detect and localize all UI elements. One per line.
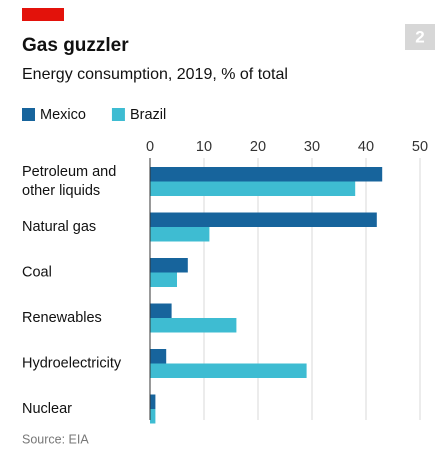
source: Source: EIA bbox=[22, 432, 89, 446]
badge-box bbox=[405, 24, 435, 50]
bar bbox=[150, 363, 307, 378]
bar bbox=[150, 212, 377, 227]
legend-label: Mexico bbox=[40, 107, 86, 123]
bar bbox=[150, 409, 156, 424]
bar bbox=[150, 272, 177, 287]
y-tick-label: Coal bbox=[22, 264, 52, 280]
legend-swatch bbox=[22, 108, 35, 121]
chart-title: Gas guzzler bbox=[22, 35, 129, 56]
legend-label: Brazil bbox=[130, 107, 166, 123]
y-tick-label: Natural gas bbox=[22, 219, 96, 235]
y-tick-label: Hydroelectricity bbox=[22, 355, 122, 371]
accent-bar bbox=[22, 8, 64, 21]
bar bbox=[150, 394, 156, 409]
bar bbox=[150, 349, 167, 364]
chart-subtitle: Energy consumption, 2019, % of total bbox=[22, 66, 288, 83]
bar bbox=[150, 181, 356, 196]
y-tick-label: Petroleum and other liquids bbox=[22, 164, 116, 199]
x-tick-label: 50 bbox=[412, 139, 428, 155]
x-tick-label: 20 bbox=[250, 139, 266, 155]
x-tick-label: 30 bbox=[304, 139, 320, 155]
y-tick-label: Nuclear bbox=[22, 401, 72, 417]
x-tick-label: 0 bbox=[146, 139, 154, 155]
x-tick-label: 10 bbox=[196, 139, 212, 155]
bar bbox=[150, 227, 210, 242]
bar bbox=[150, 318, 237, 333]
y-tick-label: Renewables bbox=[22, 310, 102, 326]
badge: 2 bbox=[415, 27, 424, 46]
bar bbox=[150, 258, 188, 273]
bar bbox=[150, 303, 172, 318]
bar bbox=[150, 167, 383, 182]
legend-swatch bbox=[111, 108, 125, 121]
x-tick-label: 40 bbox=[358, 139, 374, 155]
